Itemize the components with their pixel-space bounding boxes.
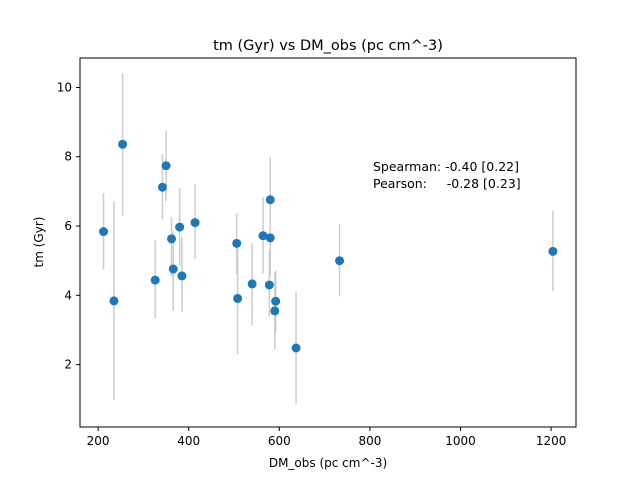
data-point [258,231,268,241]
spearman-annotation: Spearman: -0.40 [0.22] [373,159,519,174]
data-point [168,264,178,274]
data-points [99,139,558,353]
plot-frame [79,57,577,428]
pearson-annotation: Pearson: -0.28 [0.23] [373,176,521,191]
data-point [177,271,187,281]
data-point [335,256,345,266]
data-point [265,195,275,205]
x-tick-label: 200 [87,434,110,448]
data-point [271,296,281,306]
y-axis-label: tm (Gyr) [32,217,46,268]
x-tick-label: 1200 [536,434,567,448]
data-point [99,227,109,237]
data-point [190,218,200,228]
data-point [233,293,243,303]
data-point [161,161,171,171]
data-point [109,296,119,306]
x-tick-label: 1000 [445,434,476,448]
x-tick-label: 600 [268,434,291,448]
y-tick-label: 10 [57,80,72,94]
data-point [265,233,275,243]
x-tick-label: 400 [177,434,200,448]
data-point [166,234,176,244]
chart-title: tm (Gyr) vs DM_obs (pc cm^-3) [213,38,443,54]
data-point [232,238,242,248]
data-point [175,222,185,232]
y-tick-label: 4 [64,288,72,302]
data-point [157,182,167,192]
data-point [247,279,257,289]
data-point [291,343,301,353]
data-point [548,246,558,256]
x-axis-ticks: 200 400 600 800 1000 1200 [87,427,567,448]
data-point [264,280,274,290]
data-point [270,306,280,316]
y-tick-label: 2 [64,358,72,372]
y-tick-label: 6 [64,219,72,233]
data-point [150,275,160,285]
x-tick-label: 800 [358,434,381,448]
y-axis-ticks: 2 4 6 8 10 [57,80,80,372]
x-axis-label: DM_obs (pc cm^-3) [269,456,387,470]
data-point [118,139,128,149]
y-tick-label: 8 [64,150,72,164]
